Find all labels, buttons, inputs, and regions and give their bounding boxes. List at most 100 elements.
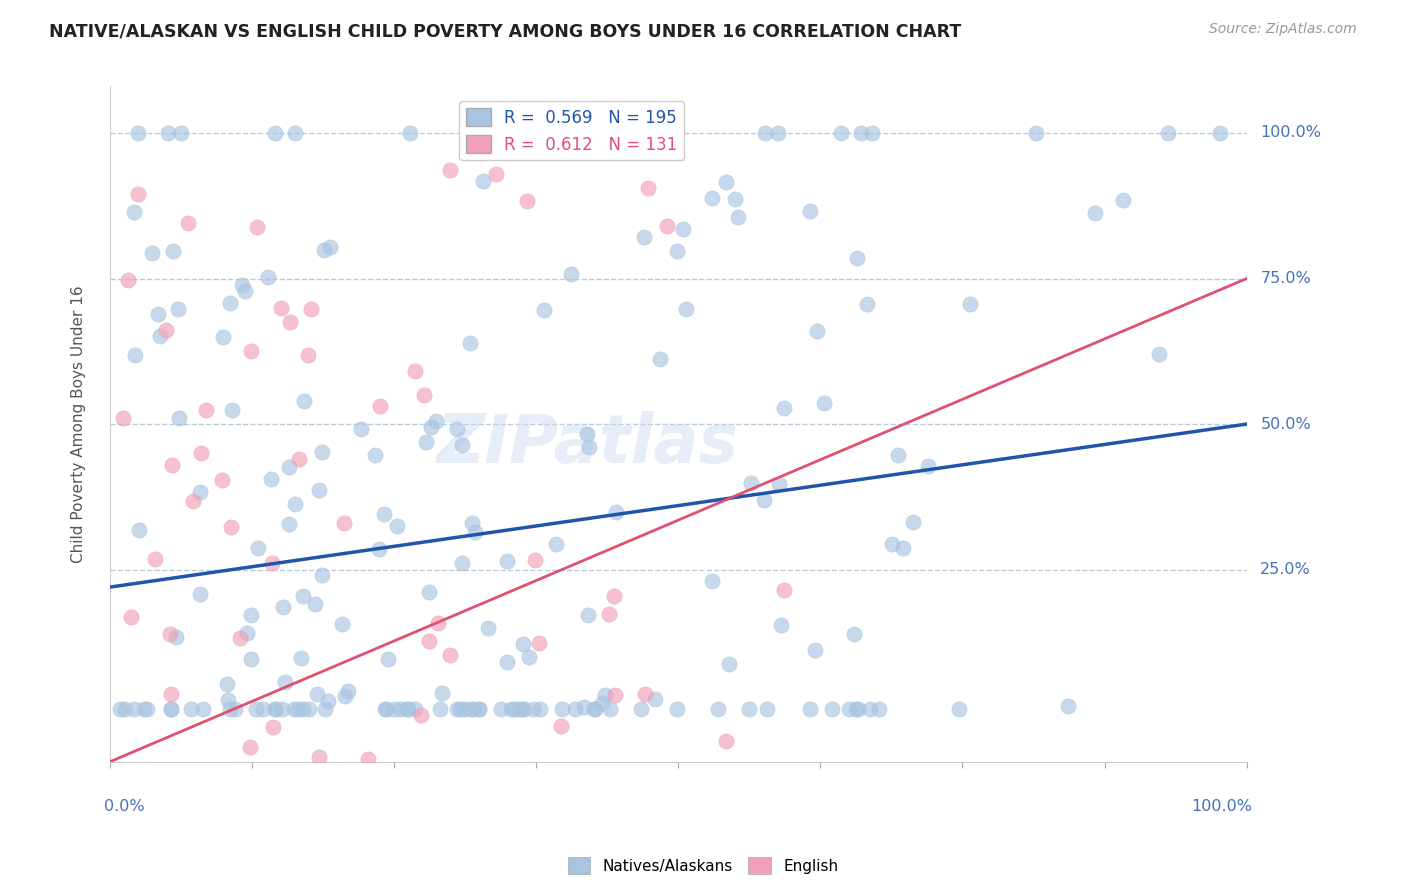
Point: [846, 251, 869, 265]
Point: [219, 296, 242, 310]
Legend: Natives/Alaskans, English: Natives/Alaskans, English: [561, 851, 845, 880]
Point: [948, 702, 970, 716]
Point: [773, 583, 796, 598]
Point: [231, 277, 253, 292]
Point: [546, 537, 568, 551]
Point: [245, 702, 267, 716]
Point: [717, 657, 740, 671]
Point: [685, 833, 707, 847]
Point: [214, 837, 236, 851]
Point: [111, 411, 134, 425]
Point: [665, 702, 688, 716]
Point: [499, 702, 522, 716]
Point: [257, 269, 280, 284]
Point: [233, 284, 256, 298]
Point: [260, 472, 283, 486]
Point: [174, 764, 197, 779]
Point: [675, 301, 697, 316]
Point: [246, 220, 269, 235]
Point: [426, 615, 449, 630]
Point: [484, 126, 506, 140]
Text: NATIVE/ALASKAN VS ENGLISH CHILD POVERTY AMONG BOYS UNDER 16 CORRELATION CHART: NATIVE/ALASKAN VS ENGLISH CHILD POVERTY …: [49, 22, 962, 40]
Point: [271, 702, 294, 716]
Point: [583, 702, 606, 716]
Point: [110, 702, 132, 716]
Point: [143, 552, 166, 566]
Point: [211, 330, 233, 344]
Point: [439, 648, 461, 662]
Text: 0.0%: 0.0%: [104, 799, 145, 814]
Point: [458, 702, 481, 716]
Point: [415, 434, 437, 449]
Point: [305, 687, 328, 701]
Point: [564, 702, 586, 716]
Point: [446, 702, 468, 716]
Point: [312, 243, 335, 257]
Point: [603, 688, 626, 702]
Point: [576, 607, 599, 622]
Point: [252, 702, 274, 716]
Point: [813, 396, 835, 410]
Point: [180, 702, 202, 716]
Point: [516, 194, 538, 208]
Point: [1112, 193, 1135, 207]
Point: [149, 328, 172, 343]
Point: [576, 427, 599, 442]
Point: [508, 702, 530, 716]
Point: [419, 420, 441, 434]
Point: [451, 556, 474, 570]
Point: [278, 459, 301, 474]
Point: [398, 702, 420, 716]
Point: [364, 448, 387, 462]
Point: [165, 630, 187, 644]
Point: [211, 473, 233, 487]
Point: [595, 126, 617, 140]
Point: [633, 230, 655, 244]
Point: [529, 702, 551, 716]
Point: [453, 702, 475, 716]
Point: [430, 686, 453, 700]
Point: [550, 719, 572, 733]
Point: [429, 702, 451, 716]
Point: [446, 422, 468, 436]
Point: [917, 458, 939, 473]
Point: [738, 702, 761, 716]
Point: [287, 702, 309, 716]
Point: [672, 221, 695, 235]
Point: [114, 702, 136, 716]
Point: [127, 126, 149, 140]
Point: [159, 702, 181, 716]
Point: [217, 693, 239, 707]
Point: [299, 60, 322, 74]
Point: [263, 701, 285, 715]
Point: [768, 126, 790, 140]
Point: [188, 485, 211, 500]
Point: [754, 126, 776, 140]
Point: [399, 126, 422, 140]
Point: [740, 476, 762, 491]
Point: [599, 702, 621, 716]
Point: [648, 352, 671, 367]
Point: [844, 626, 866, 640]
Point: [495, 554, 517, 568]
Point: [128, 523, 150, 537]
Point: [125, 49, 148, 63]
Point: [374, 702, 396, 716]
Point: [605, 505, 627, 519]
Point: [239, 343, 262, 358]
Point: [167, 301, 190, 316]
Point: [319, 239, 342, 253]
Point: [135, 702, 157, 716]
Point: [666, 244, 689, 258]
Point: [382, 702, 405, 716]
Point: [901, 515, 924, 529]
Point: [517, 650, 540, 665]
Text: 75.0%: 75.0%: [1260, 271, 1310, 286]
Point: [167, 411, 190, 425]
Point: [298, 702, 321, 716]
Point: [468, 702, 491, 716]
Point: [533, 303, 555, 318]
Point: [291, 590, 314, 604]
Point: [413, 388, 436, 402]
Point: [591, 696, 613, 710]
